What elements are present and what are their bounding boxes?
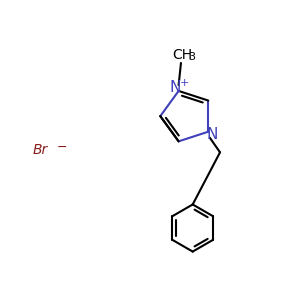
Text: Br: Br <box>32 143 47 157</box>
Text: +: + <box>180 78 189 88</box>
Text: CH: CH <box>172 48 193 62</box>
Text: −: − <box>56 141 67 154</box>
Text: N: N <box>206 127 218 142</box>
Text: N: N <box>170 80 182 95</box>
Text: 3: 3 <box>189 52 196 62</box>
